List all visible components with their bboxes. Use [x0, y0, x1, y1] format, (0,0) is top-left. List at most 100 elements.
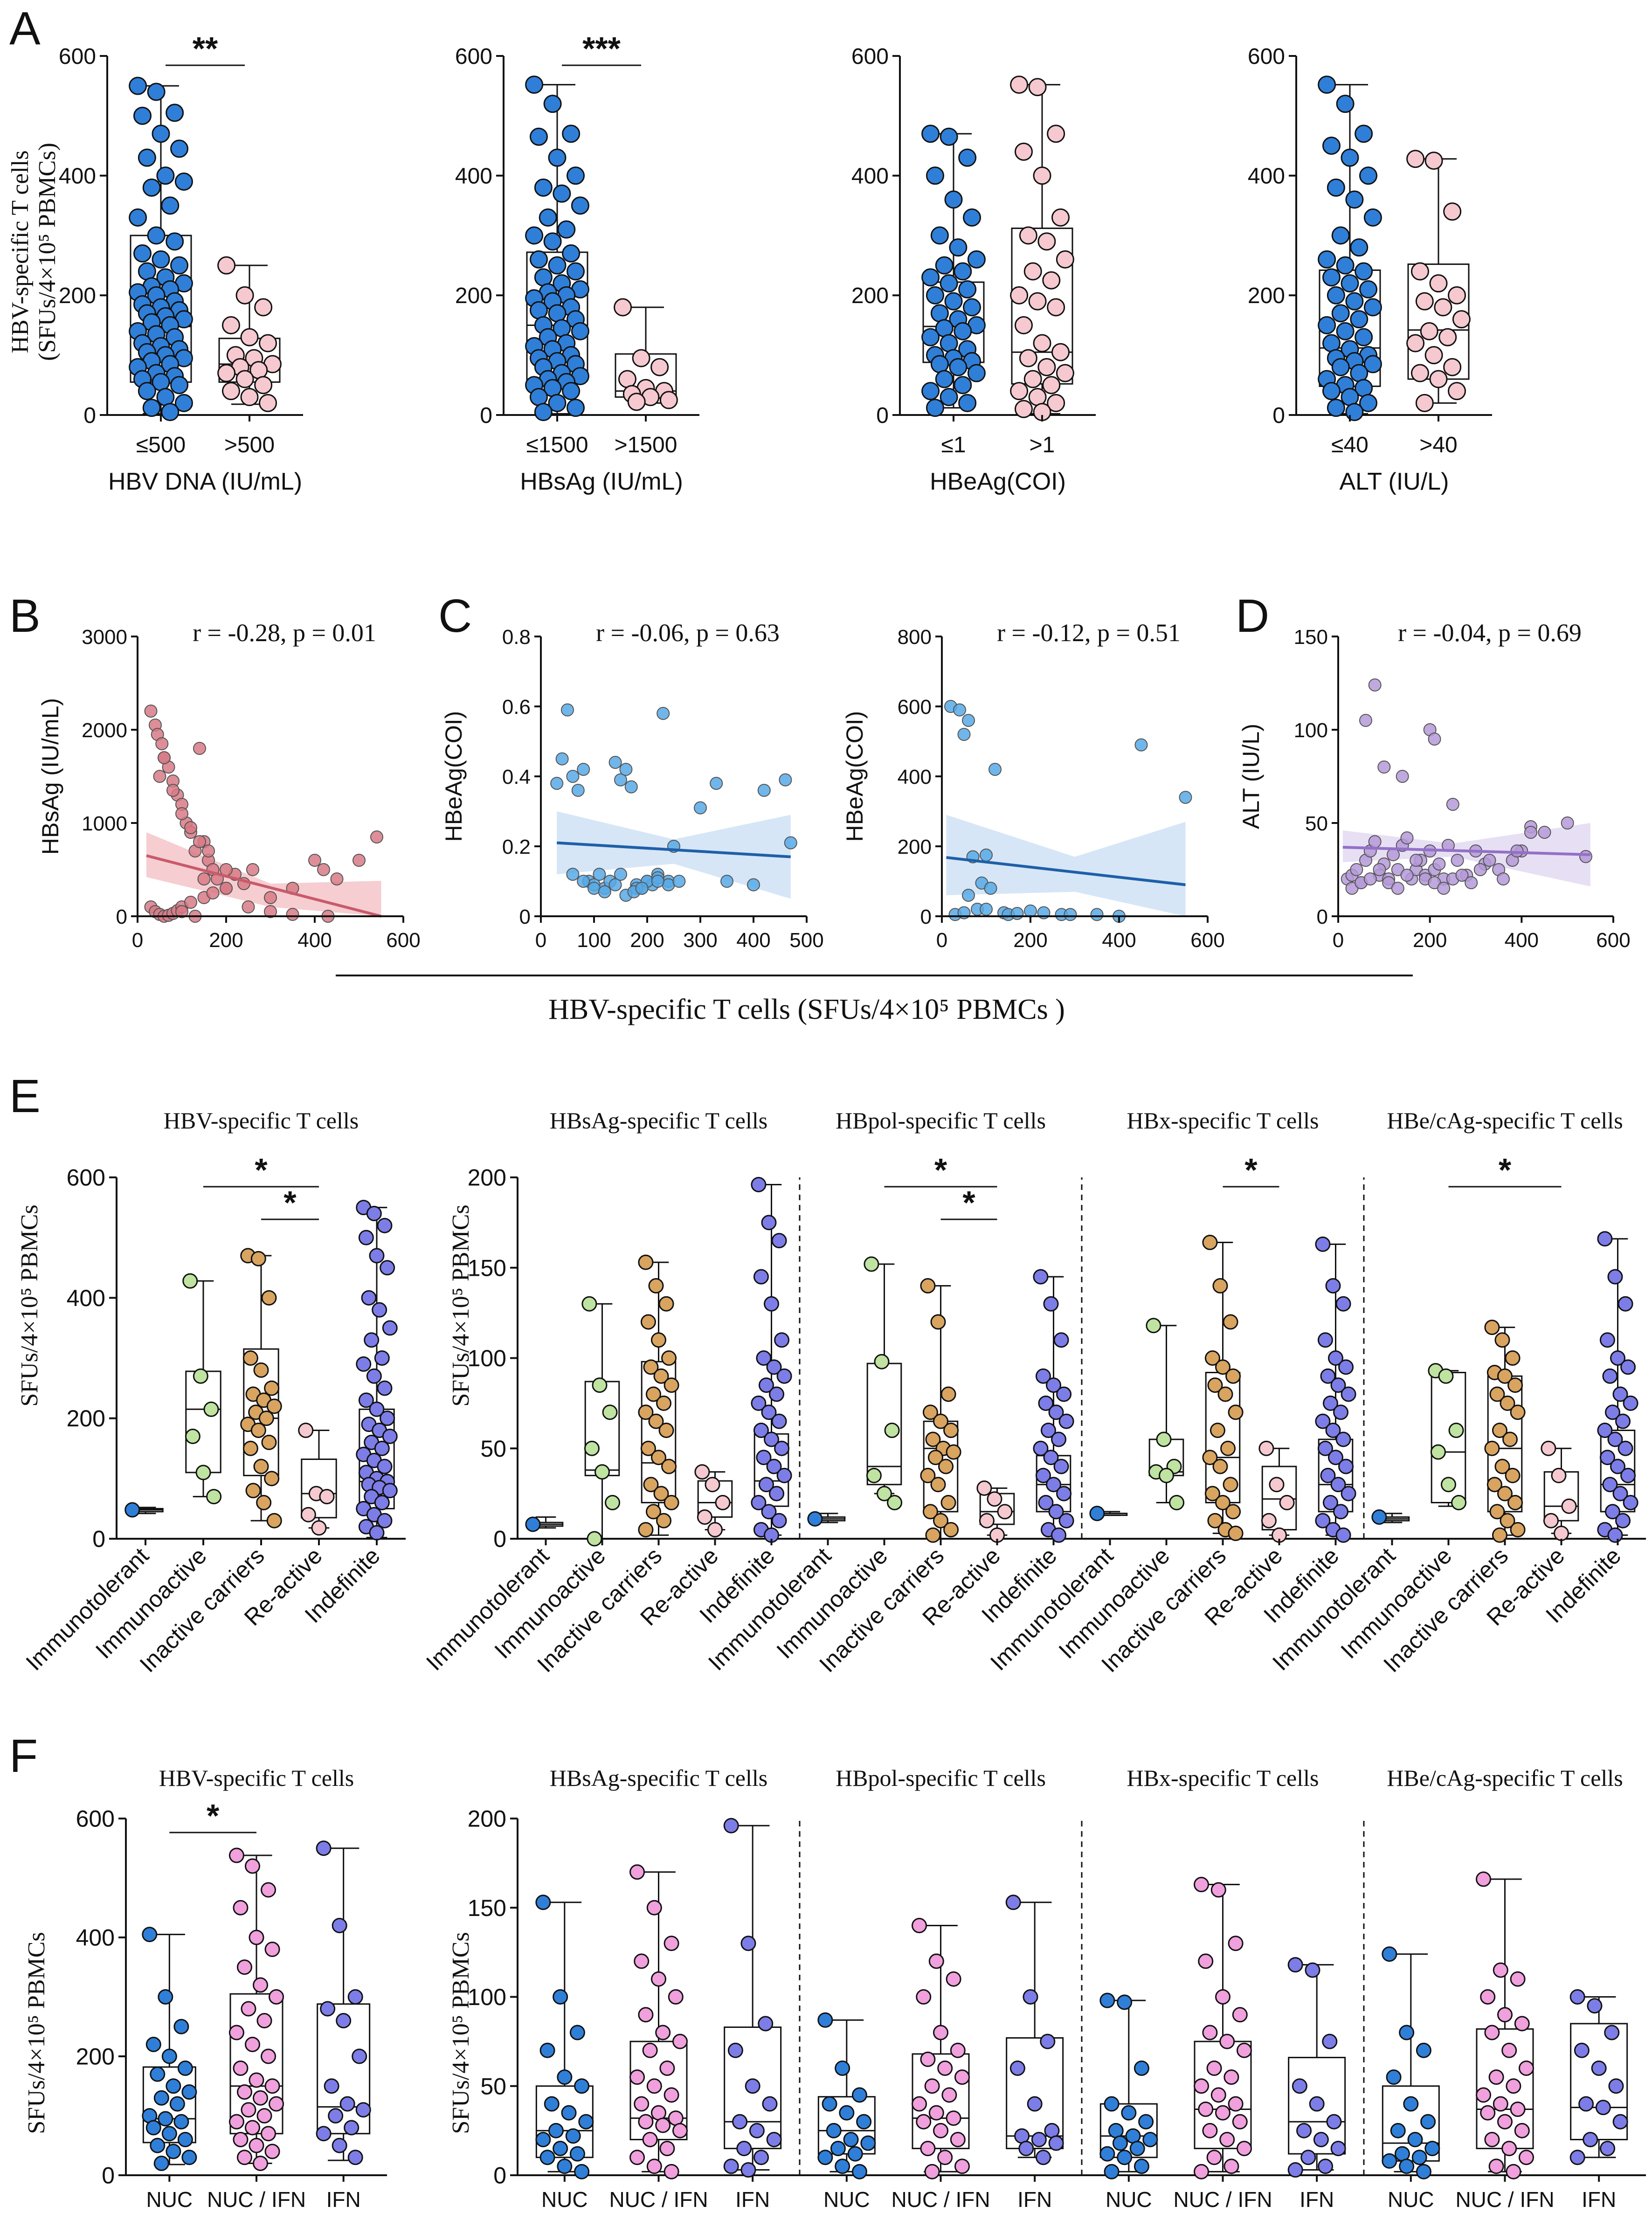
- panel-f-right-point: [933, 2123, 948, 2138]
- panel-e-left-point: [366, 1206, 382, 1221]
- panel-a-point: [1014, 142, 1033, 161]
- panel-f-right-point: [1420, 2114, 1436, 2130]
- scatter-point: [220, 882, 233, 895]
- panel-a-point: [949, 358, 968, 376]
- scatter-point: [1446, 798, 1459, 811]
- panel-f-right-point: [574, 2078, 590, 2094]
- panel-f-left-point: [244, 2120, 260, 2136]
- panel-f-antigen-title: HBe/cAg-specific T cells: [1387, 1765, 1623, 1791]
- panel-e-right-point: [656, 1395, 672, 1411]
- panel-e-right-point: [1371, 1509, 1387, 1525]
- scatter-point: [1377, 761, 1391, 774]
- panel-f-left-point: [150, 2066, 166, 2082]
- panel-a-point: [1363, 298, 1382, 317]
- scatter-point: [593, 868, 606, 881]
- panel-e-left-y-tick-label: 400: [67, 1285, 105, 1311]
- panel-a-category-label: >500: [224, 433, 275, 457]
- panel-f-right-point: [1403, 2096, 1419, 2112]
- panel-e-right-point: [1035, 1467, 1051, 1483]
- panel-e-right-point: [1207, 1513, 1223, 1528]
- panel-a-point: [1033, 334, 1051, 353]
- panel-a-point: [1438, 328, 1457, 346]
- panel-f-left-point: [166, 2078, 181, 2094]
- panel-e-right-point: [1320, 1467, 1336, 1483]
- scatter-point: [1391, 882, 1404, 895]
- panel-e-right-point: [1604, 1504, 1620, 1520]
- scatter-y-tick-label: 150: [1294, 626, 1328, 649]
- panel-f-right-point: [634, 1953, 650, 1969]
- panel-f-right-point: [1287, 1957, 1303, 1973]
- panel-a-point: [240, 388, 259, 406]
- panel-a-point: [949, 238, 968, 257]
- panel-a-point: [152, 124, 170, 143]
- panel-f-right-point: [1121, 2105, 1137, 2121]
- panel-e-right-point: [638, 1522, 654, 1538]
- panel-f-right-point: [1326, 2114, 1342, 2130]
- panel-f-left-point: [264, 1942, 280, 1957]
- panel-e-right-point: [1502, 1432, 1518, 1447]
- panel-a-point: [940, 334, 958, 353]
- panel-f-left-point: [233, 2061, 249, 2076]
- panel-a-point: [1322, 382, 1341, 401]
- panel-a-point: [958, 394, 977, 412]
- scatter-point: [566, 770, 580, 783]
- panel-a-point: [571, 196, 589, 215]
- panel-e-right-point: [581, 1296, 597, 1312]
- panel-e-right-point: [1315, 1413, 1331, 1429]
- scatter-point: [193, 835, 206, 848]
- scatter-point: [747, 878, 760, 892]
- scatter-point: [577, 875, 590, 888]
- panel-e-right-point: [753, 1269, 769, 1285]
- panel-f-right-point: [553, 1989, 568, 2005]
- panel-f-left-point: [347, 2150, 363, 2165]
- panel-e-right-point: [922, 1404, 938, 1420]
- panel-e-left-point: [206, 1489, 222, 1505]
- scatter-point: [246, 863, 259, 876]
- panel-a-xlabel: ALT (IU/L): [1339, 468, 1449, 495]
- panel-f-right-point: [916, 1989, 932, 2005]
- panel-f-left-point: [169, 2096, 185, 2112]
- panel-e-right-point: [887, 1495, 903, 1510]
- panel-e-left-point: [261, 1290, 277, 1306]
- panel-e-right-point: [1335, 1527, 1351, 1543]
- panel-a-point: [1345, 292, 1364, 311]
- panel-f-left-point: [336, 2013, 352, 2028]
- panel-a-point: [926, 399, 944, 417]
- panel-f-left-y-tick-label: 600: [76, 1806, 115, 1832]
- panel-f-right-point: [1223, 2069, 1239, 2085]
- panel-e-left-point: [356, 1356, 372, 1372]
- panel-a-point: [567, 262, 585, 281]
- panel-f-right-point: [1031, 2132, 1047, 2147]
- panel-letter-e: E: [9, 1070, 41, 1122]
- panel-a-point: [1047, 394, 1065, 412]
- scatter-y-tick-label: 600: [898, 696, 932, 719]
- panel-f-right-point: [916, 2114, 932, 2130]
- panel-f-right-point: [933, 2025, 948, 2040]
- panel-f-right-y-tick-label: 50: [480, 2073, 506, 2099]
- scatter-y-tick-label: 0: [920, 906, 932, 928]
- panel-a-point: [1424, 346, 1443, 365]
- panel-f-left-point: [236, 1959, 252, 1975]
- panel-e-right-point: [715, 1495, 731, 1510]
- panel-f-right-point: [727, 2042, 743, 2058]
- panel-e-right-point: [1328, 1350, 1343, 1366]
- panel-e-left-point: [182, 1273, 198, 1289]
- panel-f-left-point: [244, 2037, 260, 2052]
- panel-f-left-point: [256, 2108, 272, 2123]
- panel-e-left-point: [124, 1502, 140, 1518]
- panel-a-y-tick-label: 400: [59, 164, 96, 188]
- panel-a-point: [659, 391, 678, 409]
- panel-f-right-point: [1399, 2025, 1415, 2040]
- panel-e-right-point: [605, 1495, 621, 1510]
- panel-a-point: [1023, 262, 1042, 281]
- panel-f-left-box: [317, 2003, 371, 2135]
- panel-f-right-point: [1005, 1895, 1021, 1910]
- scatter-point: [1400, 869, 1414, 882]
- panel-a-point: [1318, 76, 1336, 94]
- panel-e-right-point: [1505, 1467, 1521, 1483]
- panel-f-right-point: [1134, 2061, 1149, 2076]
- panel-a-ylabel-line1: HBV-specific T cells: [7, 150, 34, 353]
- panel-e-right-point: [933, 1413, 948, 1429]
- panel-e-left-point: [185, 1428, 200, 1444]
- scatter-point: [202, 844, 215, 858]
